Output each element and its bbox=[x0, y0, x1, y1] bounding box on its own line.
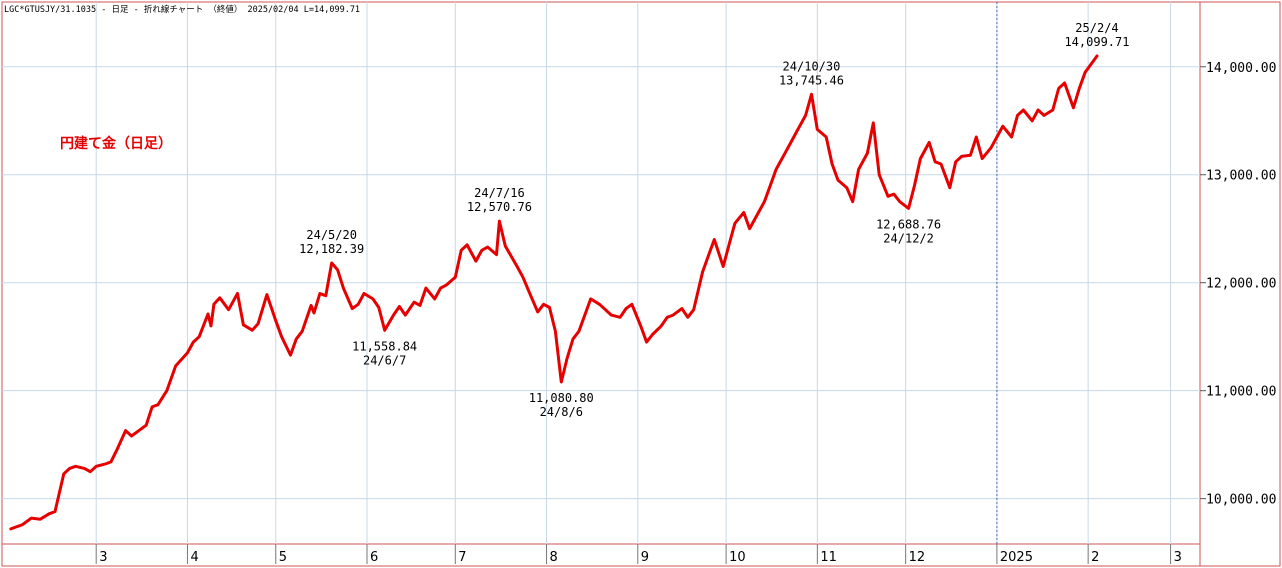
x-tick-label: 2025 bbox=[1000, 550, 1033, 565]
yaxis-band bbox=[1199, 1, 1281, 567]
annotation-value-label: 12,570.76 bbox=[467, 200, 532, 214]
annotation-date-label: 25/2/4 bbox=[1075, 21, 1118, 35]
y-tick-label: 14,000.00 bbox=[1206, 61, 1276, 76]
annotation-date-label: 24/10/30 bbox=[783, 59, 841, 73]
y-tick-label: 11,000.00 bbox=[1206, 385, 1276, 400]
x-tick-label: 4 bbox=[190, 550, 198, 565]
x-tick-label: 5 bbox=[279, 550, 287, 565]
header-info: LGC*GTUSJY/31.1035 - 日足 - 折れ線チャート （終値） 2… bbox=[4, 4, 360, 15]
annotation-value-label: 13,745.46 bbox=[779, 73, 844, 87]
x-tick-label: 3 bbox=[99, 550, 107, 565]
annotation-date-label: 24/8/6 bbox=[540, 405, 583, 419]
ytick-layer: 10,000.00 11,000.00 12,000.00 13,000.00 14,0… bbox=[1200, 61, 1276, 508]
annotation-value-label: 14,099.71 bbox=[1064, 35, 1129, 49]
annotation-value-label: 11,558.84 bbox=[352, 339, 417, 353]
plot-area bbox=[1, 1, 1201, 545]
chart-title: 円建て金（日足） bbox=[60, 135, 172, 152]
series-line bbox=[9, 54, 1099, 531]
x-tick-label: 6 bbox=[370, 550, 378, 565]
x-tick-label: 11 bbox=[820, 550, 837, 565]
annotation-date-label: 24/5/20 bbox=[306, 228, 357, 242]
annotation-layer: 24/5/2012,182.3911,558.8424/6/724/7/1612… bbox=[299, 21, 1129, 419]
x-tick-label: 2 bbox=[1091, 550, 1099, 565]
grid-layer bbox=[2, 2, 1200, 544]
annotation-date-label: 24/7/16 bbox=[474, 186, 525, 200]
annotation-value-label: 11,080.80 bbox=[529, 391, 594, 405]
x-tick-label: 10 bbox=[729, 550, 746, 565]
x-tick-label: 8 bbox=[550, 550, 558, 565]
series-layer bbox=[9, 54, 1099, 531]
annotation-value-label: 12,182.39 bbox=[299, 242, 364, 256]
x-tick-label: 3 bbox=[1174, 550, 1182, 565]
y-tick-label: 10,000.00 bbox=[1206, 493, 1276, 508]
x-tick-label: 7 bbox=[458, 550, 466, 565]
y-tick-label: 13,000.00 bbox=[1206, 169, 1276, 184]
x-tick-label: 9 bbox=[641, 550, 649, 565]
x-tick-label: 12 bbox=[909, 550, 926, 565]
y-tick-label: 12,000.00 bbox=[1206, 277, 1276, 292]
annotation-date-label: 24/12/2 bbox=[883, 231, 934, 245]
annotation-date-label: 24/6/7 bbox=[363, 353, 406, 367]
xtick-layer: 3 4 5 6 7 8 9 10 11 12 2025 2 3 bbox=[95, 544, 1182, 565]
annotation-value-label: 12,688.76 bbox=[876, 217, 941, 231]
